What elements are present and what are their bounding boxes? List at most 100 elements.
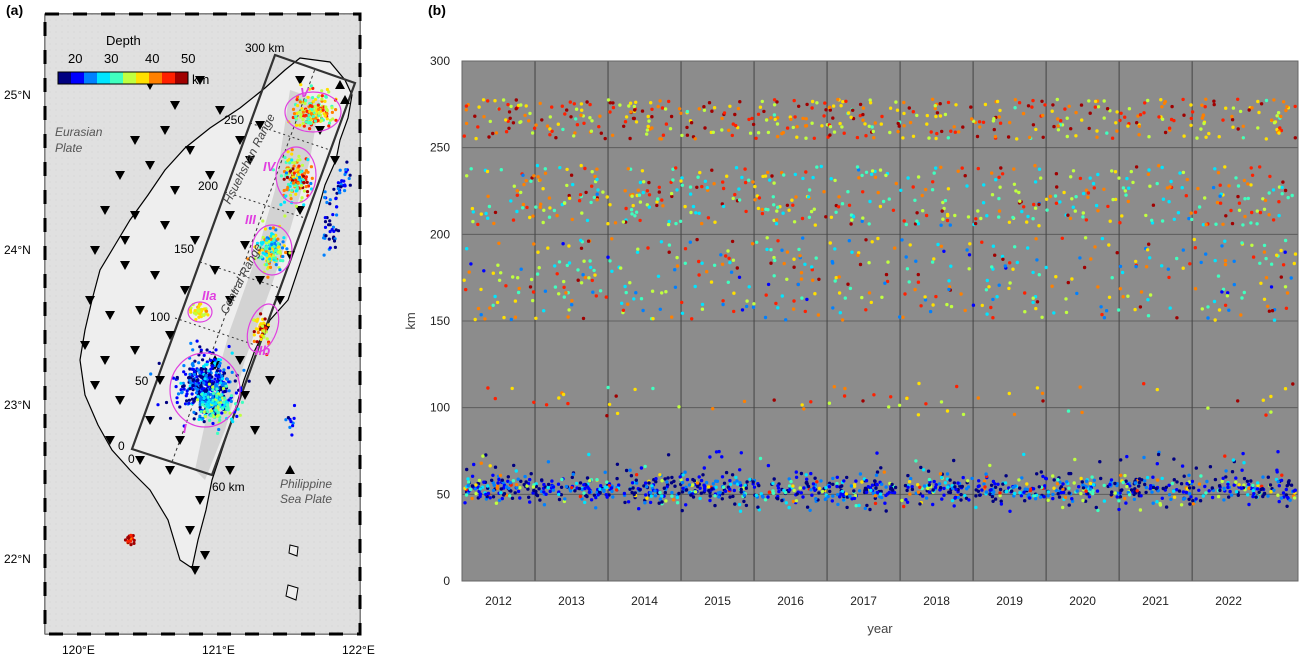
data-point [875,451,879,455]
data-point [1220,244,1224,248]
data-point [553,264,557,268]
data-point [601,190,605,194]
data-point [814,497,818,501]
data-point [1121,480,1125,485]
data-point [587,452,591,457]
data-point [1213,477,1218,482]
data-point [1224,214,1228,218]
data-point [1117,507,1121,512]
data-point [1137,484,1141,488]
data-point [1217,308,1222,312]
data-point [1249,166,1253,170]
data-point [812,207,816,211]
data-point [535,163,540,168]
philippine-label-2: Sea Plate [280,492,332,506]
data-point [1269,394,1273,399]
data-point [638,488,642,492]
data-point [1139,494,1143,498]
data-point [585,494,589,499]
data-point [835,475,839,479]
data-point [1026,246,1030,250]
data-point [491,473,495,477]
data-point [1268,483,1273,487]
data-point [1054,275,1058,279]
map-event [192,378,196,382]
data-point [1131,180,1135,185]
data-point [1056,478,1060,482]
data-point [751,305,756,309]
data-point [884,173,888,178]
data-point [693,137,697,141]
data-point [581,316,586,321]
data-point [553,285,558,289]
data-point [1272,318,1277,322]
data-point [607,484,612,488]
data-point [1118,495,1123,499]
data-point [481,454,485,458]
data-point [770,174,774,178]
map-event [179,381,183,385]
data-point [694,490,698,494]
data-point [926,486,930,491]
data-point [582,121,586,126]
map-event [220,411,224,415]
data-point [1017,478,1021,482]
data-point [700,302,705,307]
data-point [615,462,620,466]
data-point [880,114,884,119]
data-point [793,115,797,119]
data-point [679,478,683,482]
station-marker [210,266,220,275]
map-event [291,181,296,185]
data-point [1179,482,1184,486]
data-point [984,288,989,292]
map-event [327,124,331,128]
data-point [913,222,918,226]
data-point [1288,498,1292,502]
map-event [317,114,321,118]
data-point [933,485,938,490]
data-point [896,129,900,134]
map-event [298,175,302,179]
data-point [1210,495,1215,500]
data-point [988,492,992,496]
data-point [700,221,704,226]
data-point [772,203,776,207]
data-point [695,481,700,485]
data-point [865,503,869,508]
data-point [791,499,796,504]
data-point [629,208,634,212]
data-point [602,487,606,492]
data-point [1107,243,1111,247]
data-point [860,173,864,178]
data-point [605,480,609,484]
map-event [197,304,201,308]
data-point [1095,135,1099,139]
data-point [721,299,725,303]
data-point [787,208,791,212]
data-point [1052,311,1056,315]
data-point [510,386,514,391]
map-event [210,364,214,368]
data-point [1107,295,1112,299]
data-point [752,302,756,306]
data-point [634,478,638,482]
data-point [963,174,967,178]
data-point [685,477,690,482]
map-event [203,377,207,381]
data-point [1034,306,1038,311]
data-point [957,130,961,134]
data-point [470,206,475,211]
data-point [583,166,587,171]
data-point [789,479,793,484]
y-tick-label: 150 [430,314,450,328]
data-point [961,412,966,417]
data-point [1267,213,1271,217]
map-event [297,110,301,114]
map-event [306,158,310,162]
data-point [538,101,542,106]
map-event [223,396,227,400]
data-point [1123,496,1127,501]
map-event [198,312,202,316]
data-point [728,487,732,491]
